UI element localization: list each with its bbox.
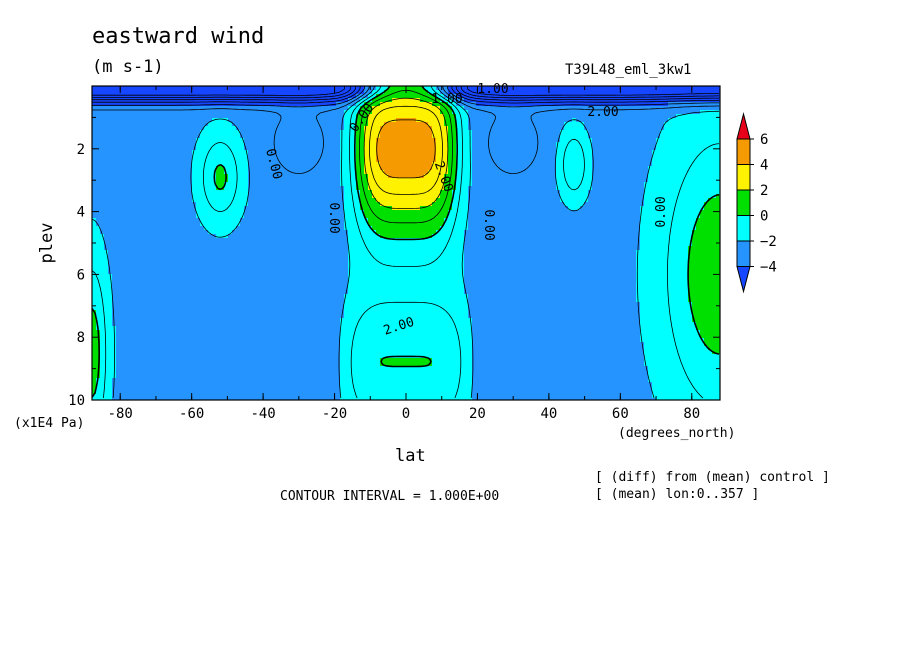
contour-line	[91, 85, 720, 399]
contour-line	[91, 85, 719, 399]
contour-line	[369, 105, 443, 195]
contour-label: 1.00	[431, 92, 462, 107]
colorbar-label: −4	[760, 260, 777, 276]
y-axis-label: plev	[37, 223, 57, 264]
contour-line	[92, 85, 720, 104]
colorbar-segment	[736, 215, 751, 242]
x-tick-label: 60	[612, 406, 629, 422]
contour-line	[91, 85, 720, 398]
contour-line	[359, 89, 453, 224]
contour-label: 0.00	[326, 202, 341, 233]
x-tick-label: -40	[250, 406, 275, 422]
chart-units: (m s-1)	[92, 57, 164, 77]
x-tick-label: -60	[179, 406, 204, 422]
colorbar-segment	[736, 138, 751, 165]
run-name: T39L48_eml_3kw1	[565, 62, 692, 78]
contour-interval-note: CONTOUR INTERVAL = 1.000E+00	[280, 489, 500, 504]
contour-line	[363, 97, 449, 209]
y-tick-label: 2	[77, 142, 85, 158]
mean-note: [ (mean) lon:0..357 ]	[595, 487, 760, 502]
colorbar-top-arrow	[736, 112, 751, 140]
x-axis-label: lat	[395, 446, 426, 466]
x-tick-label: -20	[322, 406, 347, 422]
x-tick-label: -80	[108, 406, 133, 422]
contour-label: 1.00	[477, 82, 508, 97]
x-tick-label: 40	[540, 406, 557, 422]
x-tick-label: 80	[683, 406, 700, 422]
colorbar-label: −2	[760, 234, 777, 250]
contour-line	[92, 85, 719, 101]
x-tick-label: 20	[469, 406, 486, 422]
colorbar-bottom-arrow	[736, 266, 751, 294]
contour-label: 0.00	[481, 209, 496, 240]
y-tick-label: 4	[77, 205, 85, 221]
x-axis-unit: (degrees_north)	[618, 426, 736, 441]
contour-label: 2.00	[587, 105, 618, 120]
y-axis-unit: (x1E4 Pa)	[14, 416, 85, 431]
x-tick-label: 0	[402, 406, 410, 422]
colorbar-label: 2	[760, 183, 768, 199]
colorbar-label: 0	[760, 209, 768, 225]
y-tick-label: 10	[68, 393, 85, 409]
contour-line	[92, 85, 719, 96]
colorbar-segment	[736, 240, 751, 267]
contour-lines	[91, 85, 720, 399]
contour-line	[92, 85, 719, 174]
contour-line	[92, 85, 719, 108]
y-tick-label: 6	[77, 267, 85, 283]
colorbar-segment	[736, 189, 751, 216]
colorbar: 6 4 2 0 −2 −4	[736, 112, 777, 294]
contour-line	[376, 119, 436, 179]
y-tick-label: 8	[77, 330, 85, 346]
diff-note: [ (diff) from (mean) control ]	[595, 470, 830, 485]
contour-label: 0.00	[654, 196, 669, 227]
contour-line	[92, 85, 719, 99]
colorbar-label: 6	[760, 132, 768, 148]
chart-title: eastward wind	[92, 24, 265, 49]
colorbar-label: 4	[760, 158, 768, 174]
colorbar-segment	[736, 164, 751, 191]
contour-fill	[92, 86, 721, 401]
